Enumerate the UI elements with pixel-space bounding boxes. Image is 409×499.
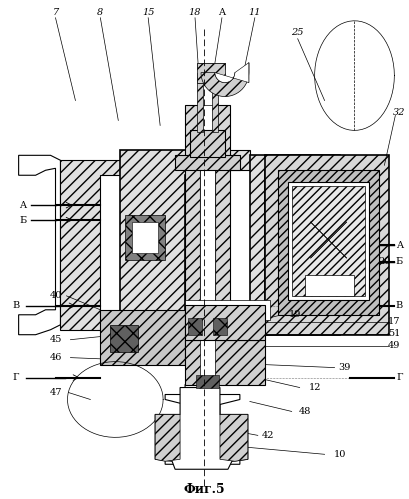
Text: 42: 42 [261,431,274,440]
Polygon shape [100,310,185,365]
Text: 49: 49 [388,341,400,350]
Text: 7: 7 [52,8,58,17]
Polygon shape [315,21,394,130]
Polygon shape [190,130,225,157]
Polygon shape [288,182,369,300]
Polygon shape [185,305,265,340]
Polygon shape [188,318,202,335]
Polygon shape [200,320,250,340]
Polygon shape [197,63,225,69]
Text: Г: Г [396,373,402,382]
Polygon shape [200,150,250,170]
Polygon shape [197,72,203,132]
Polygon shape [250,155,339,335]
Text: 11: 11 [249,8,261,17]
Text: 18: 18 [189,8,201,17]
Text: Фиг.5: Фиг.5 [183,483,225,496]
Text: Г: Г [12,373,19,382]
Text: В: В [12,301,19,310]
Polygon shape [175,155,240,170]
Text: 51: 51 [388,329,400,338]
Polygon shape [165,385,240,464]
Polygon shape [19,155,61,335]
Polygon shape [185,340,265,385]
Polygon shape [292,186,366,296]
Text: 32: 32 [393,108,406,117]
Polygon shape [201,63,249,96]
Polygon shape [200,105,215,330]
Polygon shape [185,105,200,330]
Text: A: A [218,8,225,17]
Polygon shape [305,275,355,296]
Text: 48: 48 [299,407,311,416]
Text: Б: Б [19,216,26,225]
Polygon shape [265,155,389,335]
Polygon shape [132,222,158,253]
Text: Б: Б [396,257,403,266]
Polygon shape [67,362,163,437]
Polygon shape [200,340,215,385]
Text: 10: 10 [333,450,346,459]
Polygon shape [61,160,120,330]
Text: 12: 12 [308,383,321,392]
Text: 15: 15 [142,8,155,17]
Text: 40: 40 [49,291,62,300]
Polygon shape [215,105,230,330]
Polygon shape [155,415,180,461]
Text: 8: 8 [97,8,103,17]
Text: 45: 45 [49,335,62,344]
Polygon shape [197,63,225,82]
Polygon shape [155,388,248,469]
Text: 47: 47 [49,388,62,397]
Polygon shape [213,318,227,335]
Text: 20: 20 [378,257,391,266]
Text: 19: 19 [288,310,301,319]
Polygon shape [278,170,380,315]
Polygon shape [196,375,219,388]
Text: A: A [396,241,403,250]
Text: 25: 25 [292,28,304,37]
Polygon shape [125,215,165,260]
Polygon shape [230,320,265,335]
Polygon shape [197,76,225,82]
Polygon shape [185,300,270,320]
Polygon shape [120,150,200,340]
Text: A: A [19,201,26,210]
Polygon shape [220,415,248,461]
Text: 17: 17 [388,317,400,326]
Polygon shape [215,63,249,82]
Polygon shape [110,325,138,352]
Polygon shape [212,72,218,132]
Text: 46: 46 [49,353,62,362]
Text: 39: 39 [338,363,351,372]
Text: В: В [396,301,403,310]
